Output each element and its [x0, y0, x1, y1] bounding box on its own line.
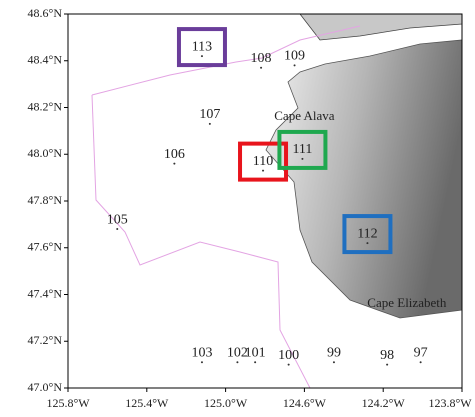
x-tick-label: 125.4°W: [125, 396, 169, 410]
station: [333, 361, 335, 363]
y-tick-label: 48.4°N: [28, 53, 63, 67]
station-label: 108: [251, 51, 272, 66]
station: [294, 64, 296, 66]
station: [201, 361, 203, 363]
station-label: 98: [380, 348, 394, 363]
station: [173, 163, 175, 165]
station-label: 100: [278, 348, 299, 363]
station: [254, 361, 256, 363]
y-tick-label: 47.2°N: [28, 333, 63, 347]
y-tick-label: 48.0°N: [28, 146, 63, 160]
station: [262, 170, 264, 172]
station-label: 111: [292, 142, 312, 157]
station: [201, 55, 203, 57]
x-tick-label: 124.6°W: [283, 396, 327, 410]
x-tick-label: 123.8°W: [428, 396, 472, 410]
station: [420, 361, 422, 363]
station: [366, 242, 368, 244]
station-label: 106: [164, 147, 185, 162]
y-tick-label: 47.6°N: [28, 240, 63, 254]
station-label: 113: [192, 39, 212, 54]
station: [116, 228, 118, 230]
station-label: 97: [414, 346, 428, 361]
station-label: 107: [199, 107, 220, 122]
map: 125.8°W 125.4°W 125.0°W 124.6°W 124.2°W 123.8…: [0, 0, 475, 417]
station-label: 103: [191, 346, 212, 361]
station-label: 105: [107, 212, 128, 227]
station-label: 102: [227, 346, 248, 361]
station-label: 109: [284, 49, 305, 64]
y-tick-label: 47.8°N: [28, 193, 63, 207]
station: [288, 364, 290, 366]
y-tick-label: 47.4°N: [28, 286, 63, 300]
x-tick-label: 125.0°W: [204, 396, 248, 410]
station: [236, 361, 238, 363]
station: [260, 67, 262, 69]
station: [301, 158, 303, 160]
y-tick-label: 48.2°N: [28, 99, 63, 113]
station-label: 99: [327, 346, 341, 361]
y-tick-label: 48.6°N: [28, 6, 63, 20]
station-label: 112: [357, 226, 377, 241]
station-label: 110: [253, 154, 273, 169]
station: [386, 364, 388, 366]
place-label: Cape Elizabeth: [367, 295, 447, 310]
station: [209, 123, 211, 125]
y-tick-label: 47.0°N: [28, 380, 63, 394]
x-tick-label: 124.2°W: [362, 396, 406, 410]
place-label: Cape Alava: [274, 108, 335, 123]
x-tick-label: 125.8°W: [46, 396, 90, 410]
